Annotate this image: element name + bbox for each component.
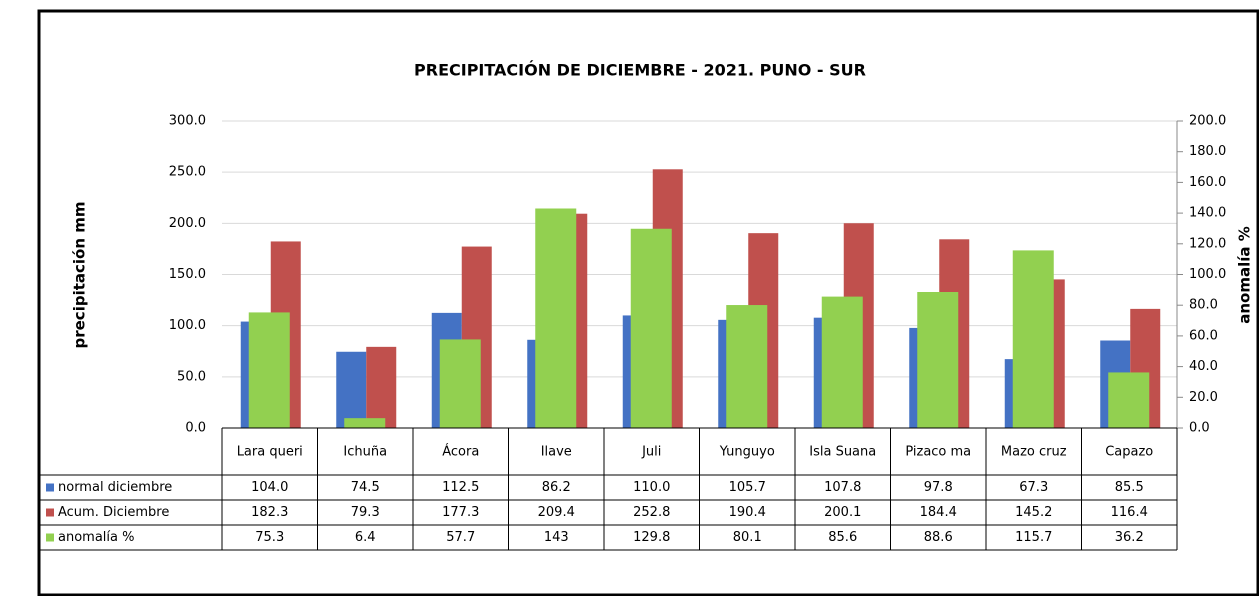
x-tick-label: Ilave xyxy=(541,445,572,460)
table-cell: 85.6 xyxy=(828,530,857,545)
legend-label: normal diciembre xyxy=(58,480,172,495)
table-cell: 86.2 xyxy=(542,480,571,495)
y-tick-label: 200.0 xyxy=(169,216,206,231)
y-tick-label: 100.0 xyxy=(169,318,206,333)
table-cell: 143 xyxy=(544,530,569,545)
table-cell: 200.1 xyxy=(824,505,861,520)
table-cell: 97.8 xyxy=(924,480,953,495)
table-cell: 115.7 xyxy=(1015,530,1052,545)
y-tick-label: 0.0 xyxy=(185,421,206,436)
y-tick-label: 150.0 xyxy=(169,267,206,282)
y2-tick-label: 160.0 xyxy=(1189,175,1226,190)
legend-swatch xyxy=(46,533,54,542)
legend-swatch xyxy=(46,483,54,492)
table-cell: 79.3 xyxy=(351,505,380,520)
y2-tick-label: 140.0 xyxy=(1189,206,1226,221)
table-cell: 67.3 xyxy=(1019,480,1048,495)
x-tick-label: Mazo cruz xyxy=(1001,445,1067,460)
y2-axis-label: anomalía % xyxy=(1236,226,1254,324)
table-cell: 190.4 xyxy=(729,505,766,520)
table-cell: 116.4 xyxy=(1111,505,1148,520)
table-cell: 80.1 xyxy=(733,530,762,545)
x-tick-label: Yunguyo xyxy=(719,445,775,460)
x-tick-label: Lara queri xyxy=(237,445,303,460)
bar xyxy=(917,291,959,428)
y2-tick-label: 0.0 xyxy=(1189,421,1210,436)
bar xyxy=(535,208,577,428)
bar xyxy=(248,312,290,428)
y2-tick-label: 120.0 xyxy=(1189,236,1226,251)
x-tick-label: Isla Suana xyxy=(809,445,876,460)
y2-tick-label: 40.0 xyxy=(1189,359,1218,374)
table-cell: 110.0 xyxy=(633,480,670,495)
legend-swatch xyxy=(46,508,54,517)
table-cell: 88.6 xyxy=(924,530,953,545)
y-axis-label: precipitación mm xyxy=(71,201,89,348)
bar xyxy=(439,339,481,428)
table-cell: 104.0 xyxy=(251,480,288,495)
legend-label: Acum. Diciembre xyxy=(58,505,169,520)
y2-tick-label: 60.0 xyxy=(1189,328,1218,343)
table-cell: 57.7 xyxy=(446,530,475,545)
y2-tick-label: 100.0 xyxy=(1189,267,1226,282)
x-tick-label: Pizaco ma xyxy=(905,445,971,460)
y-tick-label: 50.0 xyxy=(177,369,206,384)
bar xyxy=(630,228,672,428)
table-cell: 6.4 xyxy=(355,530,376,545)
bar xyxy=(726,305,768,428)
table-cell: 129.8 xyxy=(633,530,670,545)
y-tick-label: 300.0 xyxy=(169,114,206,129)
x-tick-label: Capazo xyxy=(1105,445,1153,460)
table-cell: 105.7 xyxy=(729,480,766,495)
table-cell: 112.5 xyxy=(442,480,479,495)
table-cell: 74.5 xyxy=(351,480,380,495)
table-cell: 85.5 xyxy=(1115,480,1144,495)
table-cell: 182.3 xyxy=(251,505,288,520)
x-tick-label: Ácora xyxy=(442,444,479,460)
table-cell: 177.3 xyxy=(442,505,479,520)
y2-tick-label: 200.0 xyxy=(1189,114,1226,129)
bar xyxy=(366,346,397,428)
table-cell: 36.2 xyxy=(1115,530,1144,545)
y-tick-label: 250.0 xyxy=(169,165,206,180)
bar xyxy=(344,418,386,428)
x-tick-label: Juli xyxy=(641,445,661,460)
table-cell: 209.4 xyxy=(538,505,575,520)
y2-tick-label: 80.0 xyxy=(1189,298,1218,313)
y2-tick-label: 20.0 xyxy=(1189,390,1218,405)
table-cell: 107.8 xyxy=(824,480,861,495)
table-cell: 75.3 xyxy=(255,530,284,545)
bar xyxy=(336,351,367,428)
table-cell: 252.8 xyxy=(633,505,670,520)
bar xyxy=(1012,250,1054,428)
y2-tick-label: 180.0 xyxy=(1189,144,1226,159)
x-tick-label: Ichuña xyxy=(343,445,387,460)
bar xyxy=(1108,372,1150,428)
table-cell: 184.4 xyxy=(920,505,957,520)
chart-title: PRECIPITACIÓN DE DICIEMBRE - 2021. PUNO … xyxy=(414,61,866,80)
bar xyxy=(821,296,863,428)
table-cell: 145.2 xyxy=(1015,505,1052,520)
legend-label: anomalía % xyxy=(58,530,134,545)
